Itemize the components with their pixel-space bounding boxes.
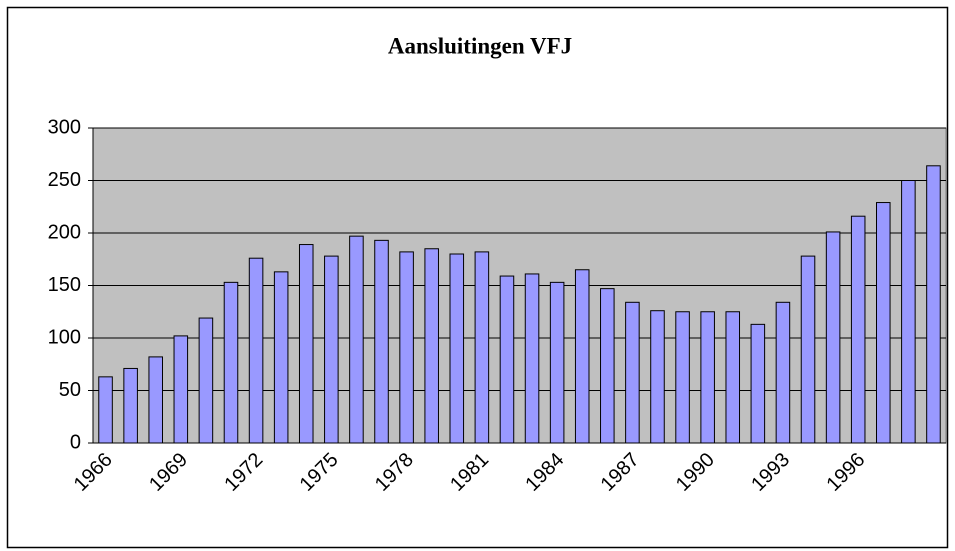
bar [574,269,590,444]
bar [750,323,766,444]
y-tick-label: 300 [48,116,81,138]
chart-title: Aansluitingen VFJ [388,33,572,58]
bar [775,301,791,444]
bar [725,311,741,444]
bar [625,301,640,444]
bar [499,275,515,444]
bar [349,235,364,444]
y-tick-label: 200 [48,221,81,243]
y-tick-label: 250 [48,169,81,191]
bar [524,273,540,444]
bar [123,367,138,444]
bar [901,180,916,444]
bar [98,376,113,444]
bar [148,356,163,444]
bar [424,248,439,444]
bar [800,255,816,444]
bar [926,165,941,444]
bar [700,311,715,444]
bar [223,281,239,444]
bar [876,202,891,444]
bar [173,335,189,444]
bar [549,281,565,444]
bar [399,251,414,444]
bar [273,271,289,444]
bar [474,251,490,444]
y-tick-label: 50 [59,379,81,401]
bar [248,257,264,444]
y-tick-label: 150 [48,274,81,296]
bar [198,317,214,444]
bar [324,255,339,444]
bar [675,311,690,444]
y-tick-label: 0 [70,431,81,453]
bar [298,244,314,444]
bar [600,288,615,444]
bar [850,215,866,444]
y-tick-label: 100 [48,326,81,348]
bar [825,231,841,444]
bar [374,239,389,444]
bar [650,310,665,444]
bar [449,253,465,444]
